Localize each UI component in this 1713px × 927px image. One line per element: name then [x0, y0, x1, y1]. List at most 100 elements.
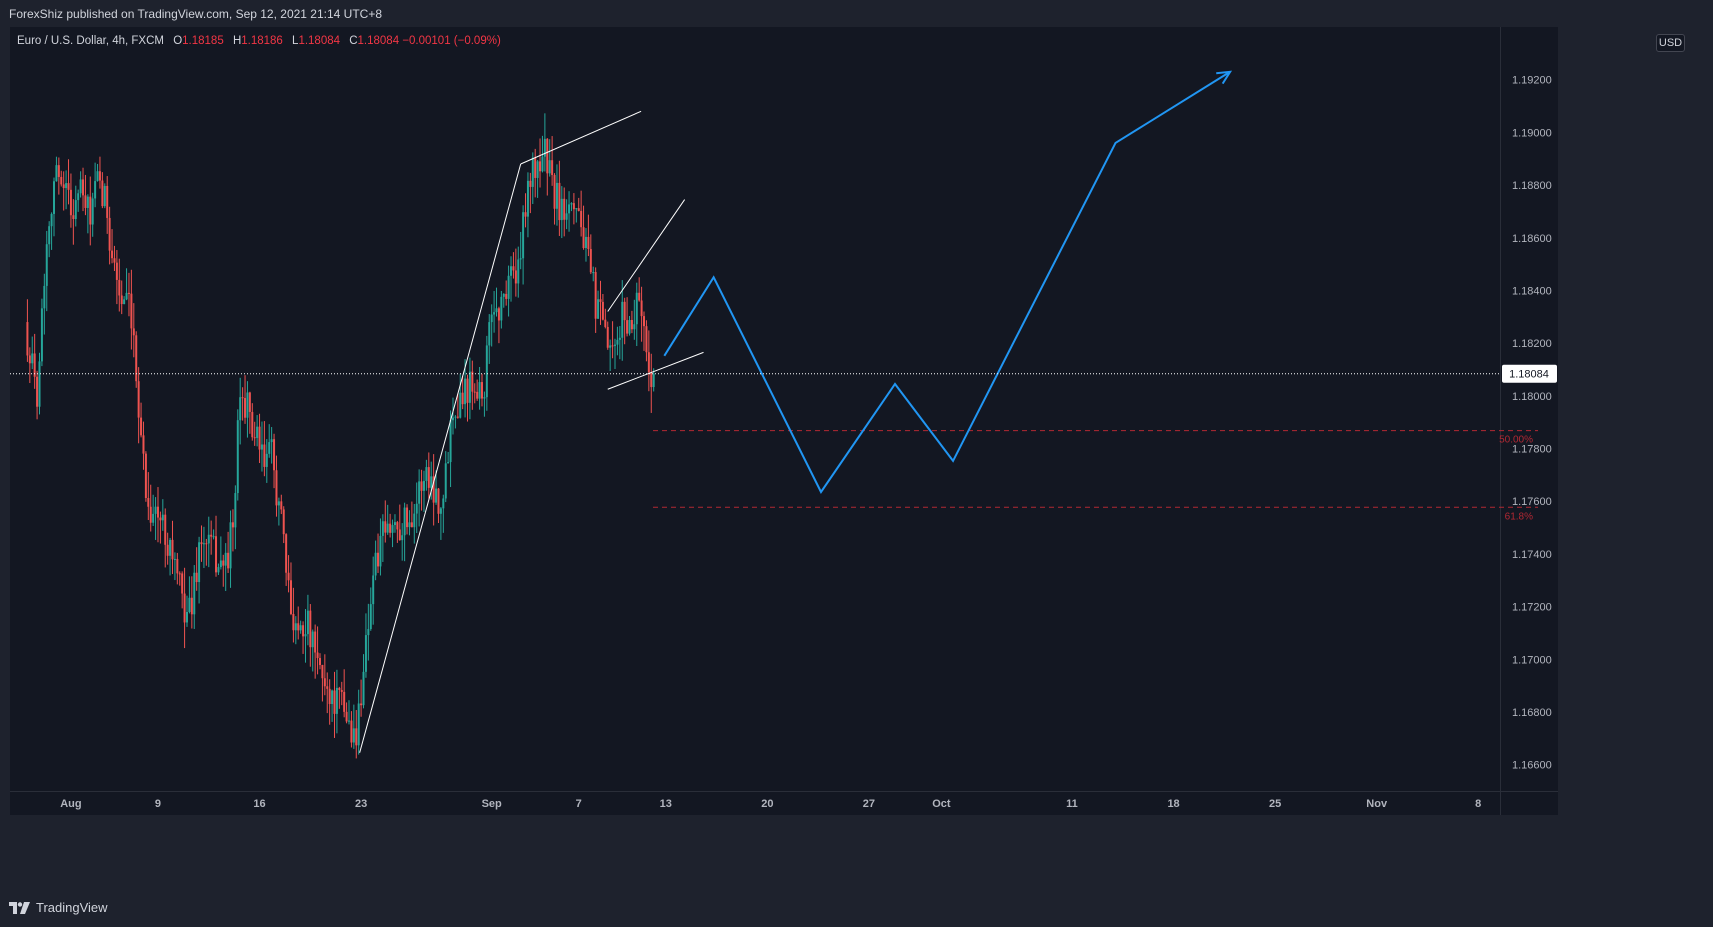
candle-down [115, 262, 118, 280]
candle-down [280, 501, 283, 510]
candle-down [606, 326, 609, 348]
candle-down [640, 300, 643, 317]
candle-down [302, 625, 305, 637]
candle-up [277, 501, 280, 506]
candle-down [582, 227, 585, 248]
candle-up [543, 138, 546, 157]
candle-up [229, 522, 232, 569]
y-tick-label: 1.18800 [1512, 180, 1552, 192]
x-tick-label: 9 [155, 798, 161, 810]
candle-up [628, 319, 631, 334]
candle-up [94, 181, 97, 199]
candle-up [541, 156, 544, 172]
last-price-label: 1.18084 [1509, 369, 1549, 381]
candle-up [468, 371, 471, 403]
candle-down [113, 258, 116, 263]
symbol-legend: Euro / U.S. Dollar, 4h, FXCM O1.18185 H1… [17, 35, 501, 47]
candle-up [418, 481, 421, 504]
y-tick-label: 1.18600 [1512, 233, 1552, 245]
candle-up [495, 308, 498, 313]
candle-down [350, 720, 353, 743]
support-trendline-extension[interactable] [520, 110, 642, 165]
candle-up [408, 522, 411, 528]
candle-down [159, 517, 162, 521]
candle-up [256, 426, 259, 438]
candle-down [144, 453, 147, 498]
candle-up [575, 208, 578, 210]
candle-up [48, 226, 51, 245]
high-label: H [232, 35, 242, 47]
x-tick-label: 11 [1066, 798, 1078, 810]
candle-up [367, 629, 370, 636]
candle-up [246, 392, 249, 418]
y-tick-label: 1.17800 [1512, 444, 1552, 456]
candle-down [314, 631, 317, 653]
candle-up [449, 420, 452, 463]
candle-up [454, 416, 457, 418]
candle-up [565, 213, 568, 220]
wedge-upper[interactable] [607, 199, 686, 312]
high-value: 1.18186 [241, 35, 283, 47]
support-trendline[interactable] [359, 163, 522, 753]
candle-down [497, 308, 500, 321]
candle-up [510, 266, 513, 276]
candle-down [623, 301, 626, 321]
candle-down [222, 560, 225, 566]
candle-up [260, 444, 263, 450]
candle-up [352, 728, 355, 743]
candle-down [84, 195, 87, 208]
candle-down [328, 688, 331, 705]
candle-down [140, 417, 143, 436]
candle-down [309, 610, 312, 648]
price-axis[interactable] [1500, 27, 1558, 791]
wedge-lower[interactable] [607, 351, 704, 390]
candle-up [616, 339, 619, 345]
candle-up [483, 397, 486, 399]
candle-up [386, 523, 389, 533]
candle-down [384, 521, 387, 533]
candle-down [72, 215, 75, 220]
low-label: L [292, 35, 299, 47]
candle-down [89, 196, 92, 225]
candle-up [299, 625, 302, 631]
candle-up [652, 373, 655, 388]
candle-up [478, 382, 481, 399]
candle-down [406, 507, 409, 528]
currency-button[interactable]: USD [1656, 34, 1685, 52]
candle-up [55, 165, 58, 182]
candle-up [193, 572, 196, 615]
candle-up [613, 344, 616, 346]
candle-up [592, 272, 595, 274]
candle-up [526, 180, 529, 217]
tradingview-logo-icon [9, 901, 30, 914]
candle-up [381, 521, 384, 536]
candle-down [534, 157, 537, 178]
candle-down [178, 573, 181, 575]
candle-down [289, 580, 292, 614]
time-axis[interactable] [10, 791, 1558, 815]
projection-path[interactable] [663, 70, 1231, 494]
candle-up [439, 508, 442, 514]
candle-up [393, 522, 396, 526]
symbol-title[interactable]: Euro / U.S. Dollar, 4h, FXCM [17, 35, 164, 47]
candle-down [638, 292, 641, 301]
tradingview-brand[interactable]: TradingView [9, 900, 108, 915]
candle-up [464, 378, 467, 405]
candle-down [558, 182, 561, 221]
candle-up [517, 259, 520, 284]
candle-down [137, 381, 140, 418]
candle-up [548, 160, 551, 174]
top-bar: ForexShiz published on TradingView.com, … [0, 0, 1713, 26]
candle-up [609, 345, 612, 348]
candle-down [645, 326, 648, 353]
candle-down [297, 623, 300, 631]
fib-level-label: 50.00% [1499, 435, 1533, 446]
candle-down [333, 690, 336, 714]
price-pane[interactable] [10, 27, 1500, 791]
candle-up [186, 612, 189, 623]
candle-up [597, 299, 600, 319]
x-tick-label: 27 [863, 798, 875, 810]
candle-down [553, 175, 556, 209]
candle-down [626, 320, 629, 334]
